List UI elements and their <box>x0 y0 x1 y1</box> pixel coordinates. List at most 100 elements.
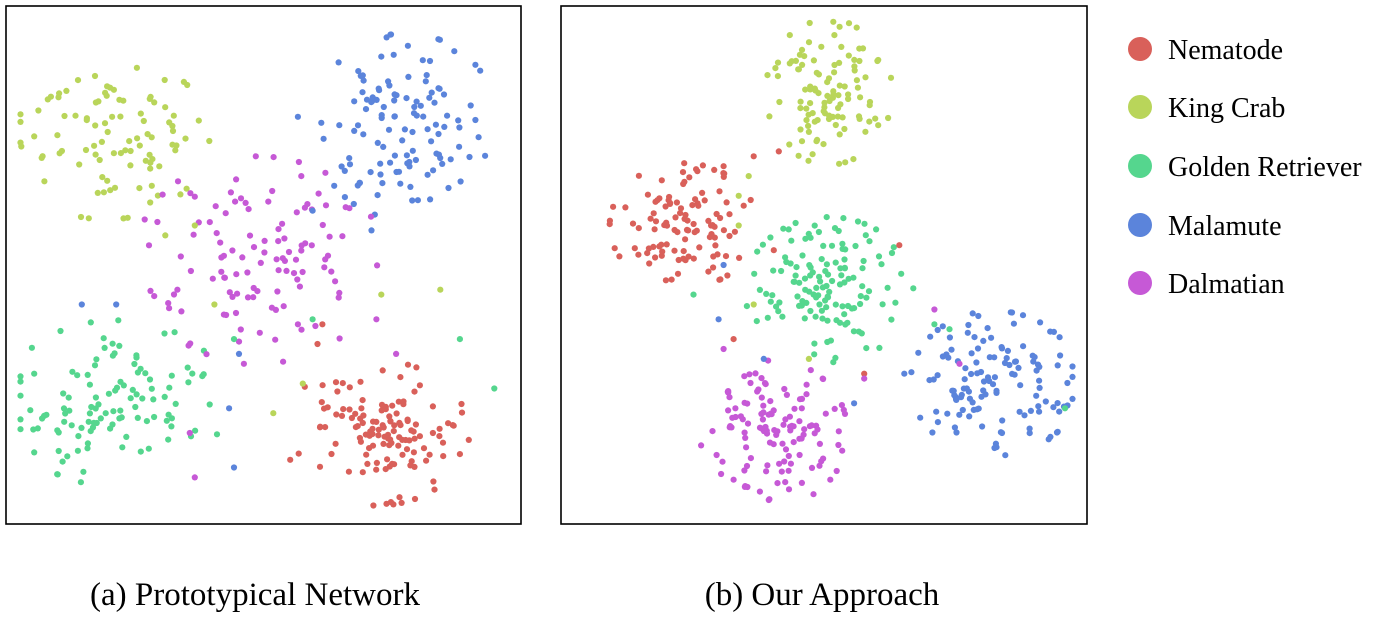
point-dalmatian-109 <box>227 189 234 196</box>
point-malamute-33 <box>1001 359 1009 367</box>
point-nematode-62 <box>705 268 712 275</box>
point-dalmatian-85 <box>187 340 194 347</box>
point-dalmatian-13 <box>839 447 846 454</box>
point-malamute-30 <box>1010 320 1018 327</box>
point-nematode-37 <box>345 468 352 475</box>
legend-label-king-crab: King Crab <box>1168 93 1285 124</box>
point-dalmatian-20 <box>298 247 305 254</box>
point-nematode-85 <box>352 410 359 417</box>
point-nematode-116 <box>429 403 436 410</box>
point-golden-retriever-34 <box>878 261 885 268</box>
point-king-crab-52 <box>874 57 881 65</box>
point-malamute-17 <box>419 57 426 64</box>
point-golden-retriever-48 <box>118 414 125 421</box>
point-king-crab-6 <box>180 78 187 85</box>
point-malamute-94 <box>963 385 970 392</box>
point-malamute-19 <box>359 89 366 96</box>
point-king-crab-88 <box>117 113 124 120</box>
point-dalmatian-44 <box>233 176 240 183</box>
point-dalmatian-9 <box>261 249 268 256</box>
point-malamute-103 <box>993 389 1000 396</box>
point-nematode-103 <box>656 243 663 250</box>
point-dalmatian-91 <box>787 423 794 430</box>
point-king-crab-outlier-2 <box>750 301 757 308</box>
point-dalmatian-66 <box>758 375 765 382</box>
point-king-crab-outlier-0 <box>191 222 198 229</box>
point-malamute-101 <box>475 134 482 141</box>
point-nematode-72 <box>395 442 402 449</box>
point-nematode-outlier-0 <box>720 163 727 170</box>
point-golden-retriever-29 <box>828 242 836 249</box>
point-king-crab-32 <box>885 114 892 122</box>
point-malamute-114 <box>426 57 434 65</box>
point-dalmatian-101 <box>319 221 326 229</box>
point-dalmatian-outlier-3 <box>373 316 380 323</box>
point-nematode-69 <box>710 264 717 271</box>
point-malamute-94 <box>387 159 394 166</box>
point-golden-retriever-85 <box>858 330 865 337</box>
point-king-crab-90 <box>853 77 861 84</box>
point-golden-retriever-48 <box>802 286 809 293</box>
point-king-crab-85 <box>806 19 813 27</box>
point-golden-retriever-4 <box>782 254 789 261</box>
point-nematode-84 <box>709 222 716 229</box>
point-golden-retriever-81 <box>822 297 829 304</box>
point-golden-retriever-122 <box>857 300 864 308</box>
point-golden-retriever-55 <box>101 344 108 351</box>
point-golden-retriever-19 <box>131 360 138 368</box>
point-king-crab-79 <box>134 135 141 142</box>
point-malamute-40 <box>374 192 381 199</box>
point-golden-retriever-85 <box>119 444 126 451</box>
point-king-crab-61 <box>148 134 155 141</box>
point-king-crab-9 <box>832 121 839 129</box>
point-golden-retriever-88 <box>110 408 117 415</box>
point-nematode-6 <box>413 364 420 371</box>
point-golden-retriever-96 <box>879 301 886 308</box>
point-malamute-96 <box>354 122 362 129</box>
point-nematode-71 <box>710 253 717 260</box>
point-golden-retriever-16 <box>60 405 68 412</box>
point-malamute-97 <box>1036 384 1043 391</box>
point-nematode-80 <box>391 461 398 468</box>
point-nematode-28 <box>423 457 430 464</box>
point-dalmatian-119 <box>796 418 803 425</box>
point-golden-retriever-14 <box>884 284 891 291</box>
point-golden-retriever-19 <box>794 293 801 300</box>
point-nematode-24 <box>458 409 466 416</box>
point-dalmatian-102 <box>719 458 726 465</box>
point-malamute-24 <box>1036 377 1043 384</box>
point-golden-retriever-31 <box>799 252 806 259</box>
legend-label-golden-retriever: Golden Retriever <box>1168 152 1362 183</box>
point-malamute-81 <box>380 143 387 150</box>
point-golden-retriever-89 <box>807 234 814 241</box>
point-dalmatian-101 <box>739 416 746 423</box>
point-malamute-54 <box>1047 328 1054 335</box>
point-dalmatian-111 <box>336 335 343 342</box>
point-malamute-109 <box>391 91 398 98</box>
point-dalmatian-2 <box>273 256 280 263</box>
point-golden-retriever-11 <box>143 418 150 425</box>
point-nematode-0 <box>436 433 443 440</box>
point-nematode-99 <box>654 197 661 204</box>
point-king-crab-56 <box>18 143 25 150</box>
point-nematode-72 <box>663 241 670 248</box>
point-dalmatian-114 <box>294 276 301 283</box>
point-nematode-29 <box>430 478 437 485</box>
point-golden-retriever-outlier-3 <box>230 336 238 343</box>
point-king-crab-99 <box>772 65 779 72</box>
point-dalmatian-113 <box>147 287 154 294</box>
point-golden-retriever-72 <box>91 362 99 369</box>
point-malamute-56 <box>966 413 973 420</box>
point-malamute-32 <box>969 399 976 406</box>
point-golden-retriever-84 <box>892 299 899 306</box>
point-golden-retriever-64 <box>64 453 71 460</box>
point-dalmatian-60 <box>283 267 290 274</box>
point-golden-retriever-51 <box>62 410 69 417</box>
point-king-crab-35 <box>96 156 103 164</box>
point-malamute-36 <box>406 158 413 166</box>
panel-a-frame <box>5 5 522 525</box>
point-dalmatian-0 <box>741 467 748 474</box>
point-malamute-59 <box>482 152 489 159</box>
point-malamute-6 <box>423 72 430 79</box>
point-nematode-102 <box>348 414 355 422</box>
